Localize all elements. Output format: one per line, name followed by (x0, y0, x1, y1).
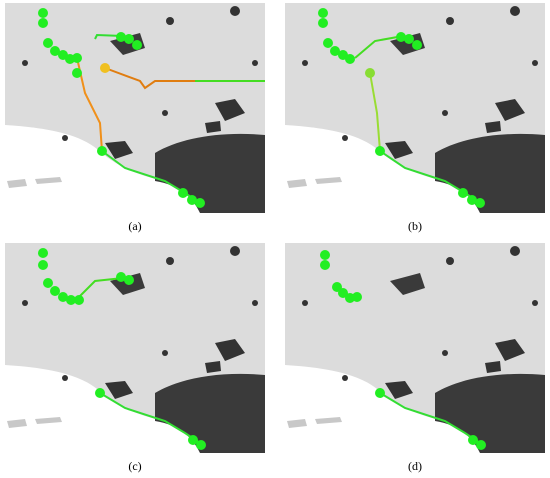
map-panel-a (5, 3, 265, 213)
map-panel-d (285, 243, 545, 453)
panel-label: (d) (408, 459, 422, 473)
panel-label: (c) (128, 459, 141, 473)
map-panel-c (5, 243, 265, 453)
map-panel-b (285, 3, 545, 213)
panel-label: (b) (408, 219, 422, 233)
panel-label: (a) (128, 219, 141, 233)
